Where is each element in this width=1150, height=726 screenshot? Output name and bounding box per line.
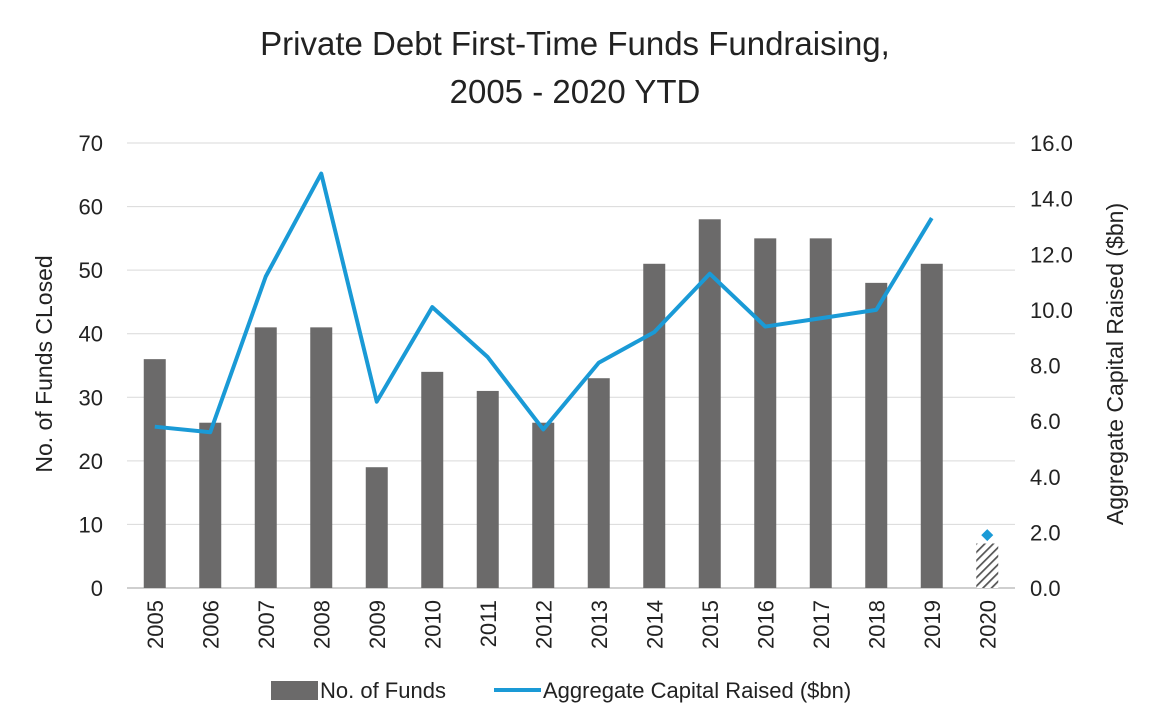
x-axis-tick-label: 2008 bbox=[309, 600, 334, 649]
capital-2020-ytd-marker bbox=[981, 529, 994, 542]
left-axis-tick-label: 50 bbox=[79, 258, 103, 283]
legend-label-aggregate-capital: Aggregate Capital Raised ($bn) bbox=[543, 678, 851, 703]
left-axis-tick-label: 60 bbox=[79, 195, 103, 220]
right-axis-tick-label: 16.0 bbox=[1030, 131, 1073, 156]
x-axis-tick-label: 2007 bbox=[254, 600, 279, 649]
x-axis-tick-label: 2011 bbox=[476, 600, 501, 647]
chart-title-line-2: 2005 - 2020 YTD bbox=[450, 73, 701, 110]
left-axis-tick-label: 20 bbox=[79, 449, 103, 474]
right-axis-title: Aggregate Capital Raised ($bn) bbox=[1102, 203, 1128, 525]
left-axis-tick-label: 70 bbox=[79, 131, 103, 156]
right-axis-tick-label: 2.0 bbox=[1030, 520, 1061, 545]
legend-label-no-of-funds: No. of Funds bbox=[320, 678, 446, 703]
bar bbox=[310, 327, 333, 588]
right-axis-tick-label: 8.0 bbox=[1030, 354, 1061, 379]
left-axis-tick-label: 10 bbox=[79, 512, 103, 537]
bar bbox=[199, 422, 222, 588]
bar bbox=[476, 390, 499, 588]
x-axis-tick-label: 2017 bbox=[809, 600, 834, 649]
legend: No. of Funds Aggregate Capital Raised ($b… bbox=[271, 678, 851, 703]
bar bbox=[143, 359, 166, 588]
x-axis-tick-label: 2005 bbox=[143, 600, 168, 649]
right-axis-tick-label: 12.0 bbox=[1030, 242, 1073, 267]
right-axis-tick-label: 10.0 bbox=[1030, 298, 1073, 323]
left-axis-ticks: 0 10 20 30 40 50 60 70 bbox=[79, 131, 103, 601]
bar bbox=[643, 263, 666, 588]
x-axis-tick-label: 2014 bbox=[642, 600, 667, 649]
legend-swatch-bar bbox=[271, 681, 318, 700]
chart-title-line-1: Private Debt First-Time Funds Fundraisin… bbox=[260, 25, 890, 62]
bar bbox=[754, 238, 777, 588]
bar bbox=[587, 378, 610, 588]
right-axis-tick-label: 6.0 bbox=[1030, 409, 1061, 434]
line-series-aggregate-capital bbox=[154, 171, 994, 542]
x-axis-tick-label: 2016 bbox=[753, 600, 778, 649]
x-axis-tick-label: 2006 bbox=[198, 600, 223, 649]
bar bbox=[532, 422, 555, 588]
right-axis-tick-label: 14.0 bbox=[1030, 187, 1073, 212]
left-axis-title: No. of Funds CLosed bbox=[31, 255, 57, 472]
bar-series-no-of-funds bbox=[143, 219, 999, 589]
x-axis-tick-label: 2015 bbox=[698, 600, 723, 649]
x-axis-tick-label: 2013 bbox=[587, 600, 612, 649]
bar bbox=[698, 219, 721, 589]
x-axis-tick-label: 2019 bbox=[920, 600, 945, 649]
x-axis-tick-label: 2020 bbox=[975, 600, 1000, 649]
right-axis-tick-label: 4.0 bbox=[1030, 465, 1061, 490]
left-axis-tick-label: 0 bbox=[91, 576, 103, 601]
bar bbox=[421, 371, 444, 588]
right-axis-ticks: 0.0 2.0 4.0 6.0 8.0 10.0 12.0 14.0 16.0 bbox=[1030, 131, 1073, 601]
x-axis-tick-label: 2012 bbox=[531, 600, 556, 649]
bar bbox=[920, 263, 943, 588]
bar bbox=[254, 327, 277, 588]
bar bbox=[365, 467, 388, 588]
bar-2020-ytd bbox=[976, 543, 999, 588]
x-axis-ticks: 2005 2006 2007 2008 2009 2010 2011 2012 2013 2014… bbox=[143, 600, 1001, 649]
x-axis-tick-label: 2010 bbox=[420, 600, 445, 649]
x-axis-tick-label: 2018 bbox=[864, 600, 889, 649]
left-axis-tick-label: 30 bbox=[79, 385, 103, 410]
bar bbox=[809, 238, 832, 588]
right-axis-tick-label: 0.0 bbox=[1030, 576, 1061, 601]
bar bbox=[865, 282, 888, 588]
capital-line bbox=[154, 171, 934, 435]
left-axis-tick-label: 40 bbox=[79, 322, 103, 347]
x-axis-tick-label: 2009 bbox=[365, 600, 390, 649]
